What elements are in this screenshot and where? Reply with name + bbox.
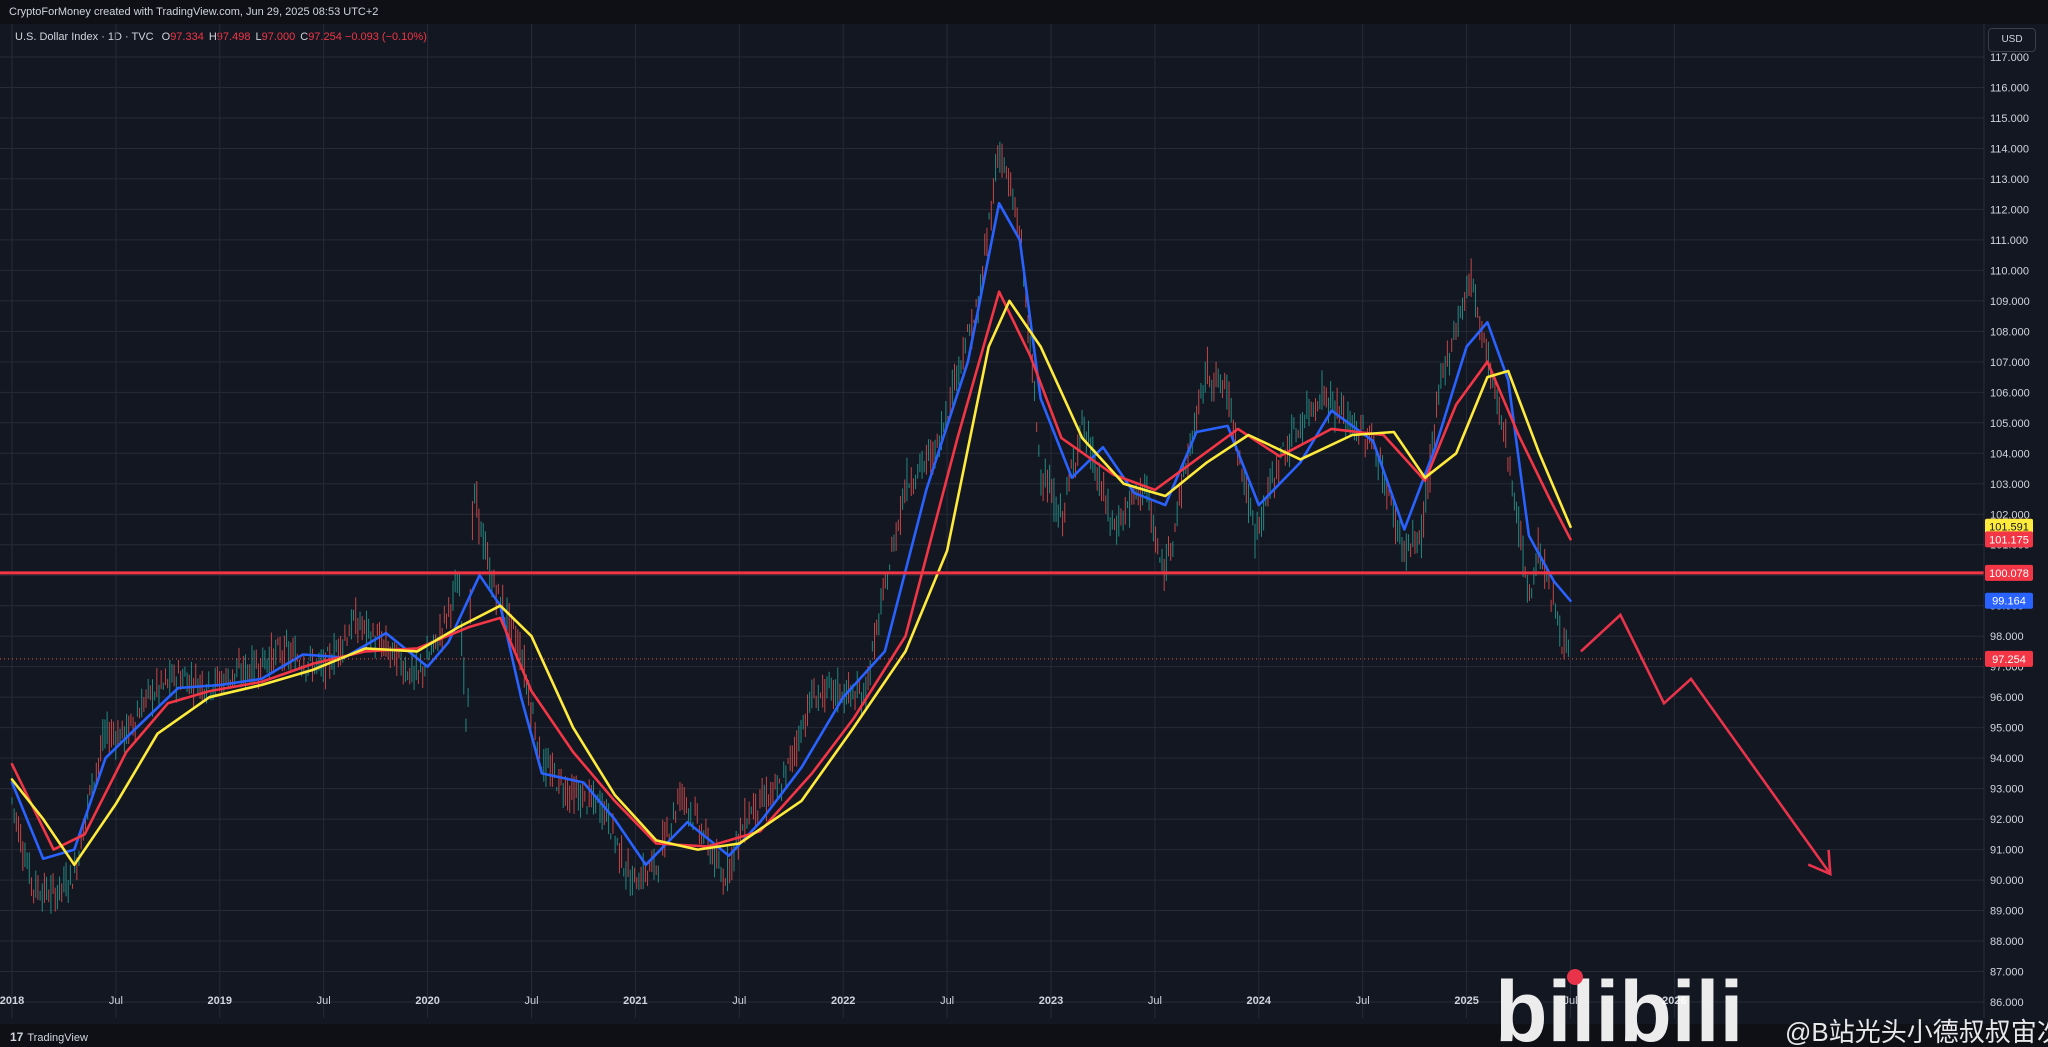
- y-tick-label: 89.000: [1990, 906, 2024, 918]
- y-tick-label: 93.000: [1990, 784, 2024, 796]
- y-tick-label: 95.000: [1990, 723, 2024, 735]
- y-tick-label: 117.000: [1990, 52, 2029, 64]
- y-tick-label: 114.000: [1990, 143, 2029, 155]
- ma-line-0: [10, 202, 1572, 867]
- y-tick-label: 107.000: [1990, 357, 2030, 369]
- symbol-legend: U.S. Dollar Index · 1D · TVC O97.334 H97.…: [15, 31, 427, 43]
- y-tick-label: 103.000: [1990, 479, 2030, 491]
- ohlc-values: O97.334 H97.498 L97.000 C97.254 −0.093 (−0.…: [157, 31, 427, 43]
- ma-line-2: [10, 299, 1572, 867]
- ohlc-key: C: [300, 31, 309, 43]
- ohlc-key: O: [161, 31, 171, 43]
- ohlc-key: H: [208, 31, 217, 43]
- x-tick-label: 2018: [0, 995, 24, 1007]
- price-label-box: [1985, 564, 2033, 581]
- y-tick-label: 116.000: [1990, 82, 2029, 94]
- tradingview-brand: TradingView: [27, 1032, 88, 1044]
- price-label: 101.591: [1989, 522, 2029, 534]
- ohlc-key: L: [255, 31, 262, 43]
- x-tick-label: Jul: [732, 995, 746, 1007]
- y-tick-label: 92.000: [1990, 814, 2024, 826]
- x-tick-label: Jul: [524, 995, 538, 1007]
- y-tick-label: 90.000: [1990, 875, 2024, 887]
- y-tick-label: 98.000: [1990, 631, 2024, 643]
- price-label: 99.164: [1992, 596, 2026, 608]
- y-tick-label: 105.000: [1990, 418, 2030, 430]
- x-tick-label: Jul: [317, 995, 331, 1007]
- y-tick-label: 104.000: [1990, 448, 2030, 460]
- y-tick-label: 111.000: [1990, 235, 2028, 247]
- ohlc-value: 97.498: [216, 31, 251, 43]
- y-tick-label: 86.000: [1990, 997, 2024, 1009]
- symbol-name: U.S. Dollar Index · 1D · TVC: [15, 31, 154, 43]
- y-tick-label: 87.000: [1990, 967, 2024, 979]
- y-tick-label: 88.000: [1990, 936, 2024, 948]
- y-tick-label: 106.000: [1990, 387, 2030, 399]
- price-label-box: [1985, 531, 2033, 548]
- support-line: [0, 571, 1984, 660]
- price-label: 101.175: [1989, 534, 2029, 546]
- projection-arrow: [1580, 612, 1832, 877]
- y-tick-label: 109.000: [1990, 296, 2030, 308]
- x-tick-label: 2026: [1662, 995, 1686, 1007]
- y-tick-label: 115.000: [1990, 113, 2029, 125]
- grid: [0, 24, 1984, 1018]
- currency-button[interactable]: USD: [1988, 28, 2036, 52]
- x-tick-label: Jul: [1563, 995, 1577, 1007]
- ohlc-value: −0.093 (−0.10%): [344, 31, 427, 43]
- x-tick-label: 2022: [831, 995, 855, 1007]
- projection-path: [1580, 612, 1832, 875]
- price-label-box: [1985, 650, 2033, 667]
- x-tick-label: 2025: [1454, 995, 1478, 1007]
- y-tick-label: 108.000: [1990, 326, 2030, 338]
- y-tick-label: 113.000: [1990, 174, 2029, 186]
- axes: 86.000 87.000 88.000 89.000 90.000 91.000 92.0…: [0, 24, 2048, 1024]
- y-tick-label: 91.000: [1990, 845, 2024, 857]
- watermark-badge-icon: [1567, 969, 1583, 985]
- price-candles: [11, 141, 1569, 914]
- price-label-box: [1985, 592, 2033, 609]
- bilibili-watermark: bilibili @B站光头小德叔叔宙次: [1495, 964, 2048, 1047]
- x-tick-label: Jul: [109, 995, 123, 1007]
- y-tick-label: 96.000: [1990, 692, 2024, 704]
- price-chart[interactable]: 86.000 87.000 88.000 89.000 90.000 91.000 92.0…: [0, 24, 2048, 1024]
- y-tick-label: 94.000: [1990, 753, 2024, 765]
- x-tick-label: 2020: [415, 995, 439, 1007]
- x-tick-label: 2023: [1039, 995, 1063, 1007]
- ohlc-value: 97.334: [170, 31, 204, 43]
- price-label: 100.078: [1989, 568, 2029, 580]
- bottom-bar: [0, 1024, 2048, 1047]
- ohlc-value: 97.000: [261, 31, 296, 43]
- x-tick-label: 2024: [1247, 995, 1272, 1007]
- ohlc-value: 97.254: [308, 31, 342, 43]
- ma-line-1: [10, 290, 1572, 851]
- tradingview-logo-icon: 17: [10, 1030, 24, 1044]
- y-tick-label: 110.000: [1990, 265, 2029, 277]
- x-tick-label: 2021: [623, 995, 647, 1007]
- x-tick-label: 2019: [208, 995, 232, 1007]
- watermark-caption: @B站光头小德叔叔宙次: [1785, 1017, 2048, 1047]
- price-label: 97.254: [1992, 654, 2026, 666]
- x-tick-label: Jul: [940, 995, 954, 1007]
- y-tick-label: 102.000: [1990, 509, 2030, 521]
- x-tick-label: Jul: [1356, 995, 1370, 1007]
- credit-line: CryptoForMoney created with TradingView.…: [9, 6, 379, 18]
- tradingview-logo: 17 TradingView: [10, 1030, 88, 1044]
- top-bar: [0, 0, 2048, 24]
- price-label-box: [1985, 518, 2033, 535]
- x-tick-label: Jul: [1148, 995, 1162, 1007]
- y-tick-label: 112.000: [1990, 204, 2029, 216]
- projection-arrowhead: [1807, 849, 1832, 877]
- moving-averages: [10, 202, 1572, 867]
- watermark-logo: bilibili: [1495, 964, 1743, 1047]
